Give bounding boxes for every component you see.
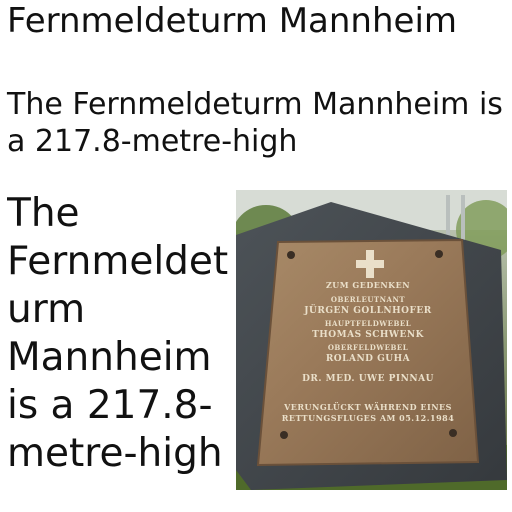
plaque-line-8: DR. MED. UWE PINNAU: [302, 374, 434, 384]
plaque-line-4: HAUPTFELDWEBEL: [325, 319, 411, 328]
subtitle-text: The Fernmeldeturm Mannheim is a 217.8-me…: [7, 87, 503, 159]
iron-cross-icon: [356, 250, 384, 278]
plaque-line-5: THOMAS SCHWENK: [312, 330, 424, 340]
plaque-line-2: OBERLEUTNANT: [331, 295, 405, 304]
plaque-line-7: ROLAND GUHA: [326, 354, 411, 364]
plaque-line-10: RETTUNGSFLUGES AM 05.12.1984: [282, 413, 455, 423]
body-text: The Fernmeldeturm Mannheim is a 217.8-me…: [7, 191, 229, 476]
page-title: Fernmeldeturm Mannheim: [7, 1, 458, 41]
memorial-plaque-photo: ZUM GEDENKEN OBERLEUTNANT JÜRGEN GOLLNHO…: [236, 190, 507, 490]
plaque-line-1: ZUM GEDENKEN: [326, 280, 410, 290]
plaque-line-9: VERUNGLÜCKT WÄHREND EINES: [283, 402, 452, 412]
plaque-line-3: JÜRGEN GOLLNHOFER: [303, 303, 431, 316]
plaque-line-6: OBERFELDWEBEL: [328, 343, 408, 352]
